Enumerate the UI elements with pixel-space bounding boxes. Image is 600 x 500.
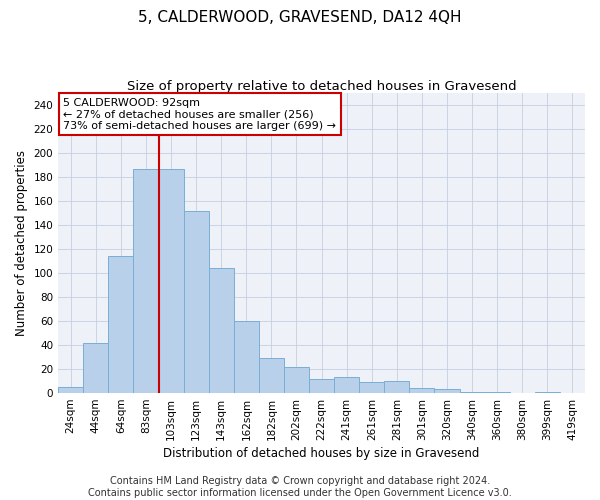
Bar	[485, 392, 510, 393]
Bar	[409, 388, 434, 393]
Y-axis label: Number of detached properties: Number of detached properties	[15, 150, 28, 336]
Bar	[234, 321, 259, 393]
Text: 5 CALDERWOOD: 92sqm
← 27% of detached houses are smaller (256)
73% of semi-detac: 5 CALDERWOOD: 92sqm ← 27% of detached ho…	[64, 98, 337, 130]
Bar	[460, 392, 485, 393]
Bar	[109, 256, 133, 393]
Bar	[309, 378, 334, 393]
Bar	[184, 210, 209, 393]
Bar	[359, 382, 385, 393]
Text: 5, CALDERWOOD, GRAVESEND, DA12 4QH: 5, CALDERWOOD, GRAVESEND, DA12 4QH	[138, 10, 462, 25]
Bar	[158, 168, 184, 393]
Bar	[133, 168, 158, 393]
Bar	[385, 381, 409, 393]
Bar	[58, 387, 83, 393]
Bar	[259, 358, 284, 393]
Title: Size of property relative to detached houses in Gravesend: Size of property relative to detached ho…	[127, 80, 517, 93]
X-axis label: Distribution of detached houses by size in Gravesend: Distribution of detached houses by size …	[163, 447, 480, 460]
Bar	[334, 378, 359, 393]
Bar	[284, 366, 309, 393]
Text: Contains HM Land Registry data © Crown copyright and database right 2024.
Contai: Contains HM Land Registry data © Crown c…	[88, 476, 512, 498]
Bar	[83, 342, 109, 393]
Bar	[434, 390, 460, 393]
Bar	[535, 392, 560, 393]
Bar	[209, 268, 234, 393]
